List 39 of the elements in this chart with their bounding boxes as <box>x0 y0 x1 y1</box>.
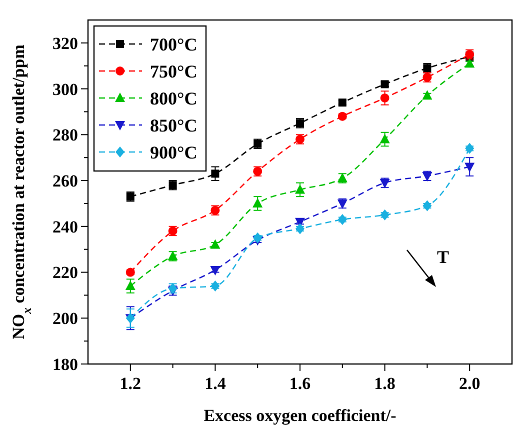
point <box>211 170 220 178</box>
point <box>252 198 263 208</box>
point <box>210 280 220 292</box>
legend-label: 800°C <box>150 88 198 108</box>
y-tick-label: 280 <box>52 126 78 145</box>
x-axis-title: Excess oxygen coefficient/- <box>204 406 397 425</box>
x-tick-label: 1.4 <box>204 374 226 393</box>
legend-label: 700°C <box>150 34 198 54</box>
point <box>125 280 136 290</box>
point <box>465 142 474 154</box>
point <box>380 134 390 144</box>
point <box>422 200 432 212</box>
point <box>210 239 220 249</box>
annotation: T <box>437 247 450 267</box>
point <box>253 232 262 244</box>
x-tick-label: 1.2 <box>120 374 142 393</box>
x-tick-label: 2.0 <box>458 374 480 393</box>
point <box>338 214 347 226</box>
x-tick-label: 1.6 <box>289 374 311 393</box>
point <box>296 223 304 234</box>
point <box>422 90 432 100</box>
x-tick-label: 1.8 <box>374 374 396 393</box>
point <box>338 112 347 121</box>
point <box>380 209 390 220</box>
point <box>464 162 475 172</box>
y-tick-label: 220 <box>52 263 78 282</box>
legend-label: 750°C <box>150 61 198 82</box>
y-tick-label: 240 <box>52 217 78 236</box>
point <box>295 184 305 194</box>
point <box>210 266 220 276</box>
y-tick-label: 300 <box>52 80 78 99</box>
point <box>380 93 390 102</box>
point <box>464 58 475 68</box>
legend-label: 850°C <box>150 115 198 136</box>
legend-label: 900°C <box>150 142 198 162</box>
y-tick-label: 260 <box>52 171 78 190</box>
y-tick-label: 180 <box>52 354 78 374</box>
y-tick-label: 200 <box>52 309 78 328</box>
y-tick-label: 320 <box>52 34 78 53</box>
